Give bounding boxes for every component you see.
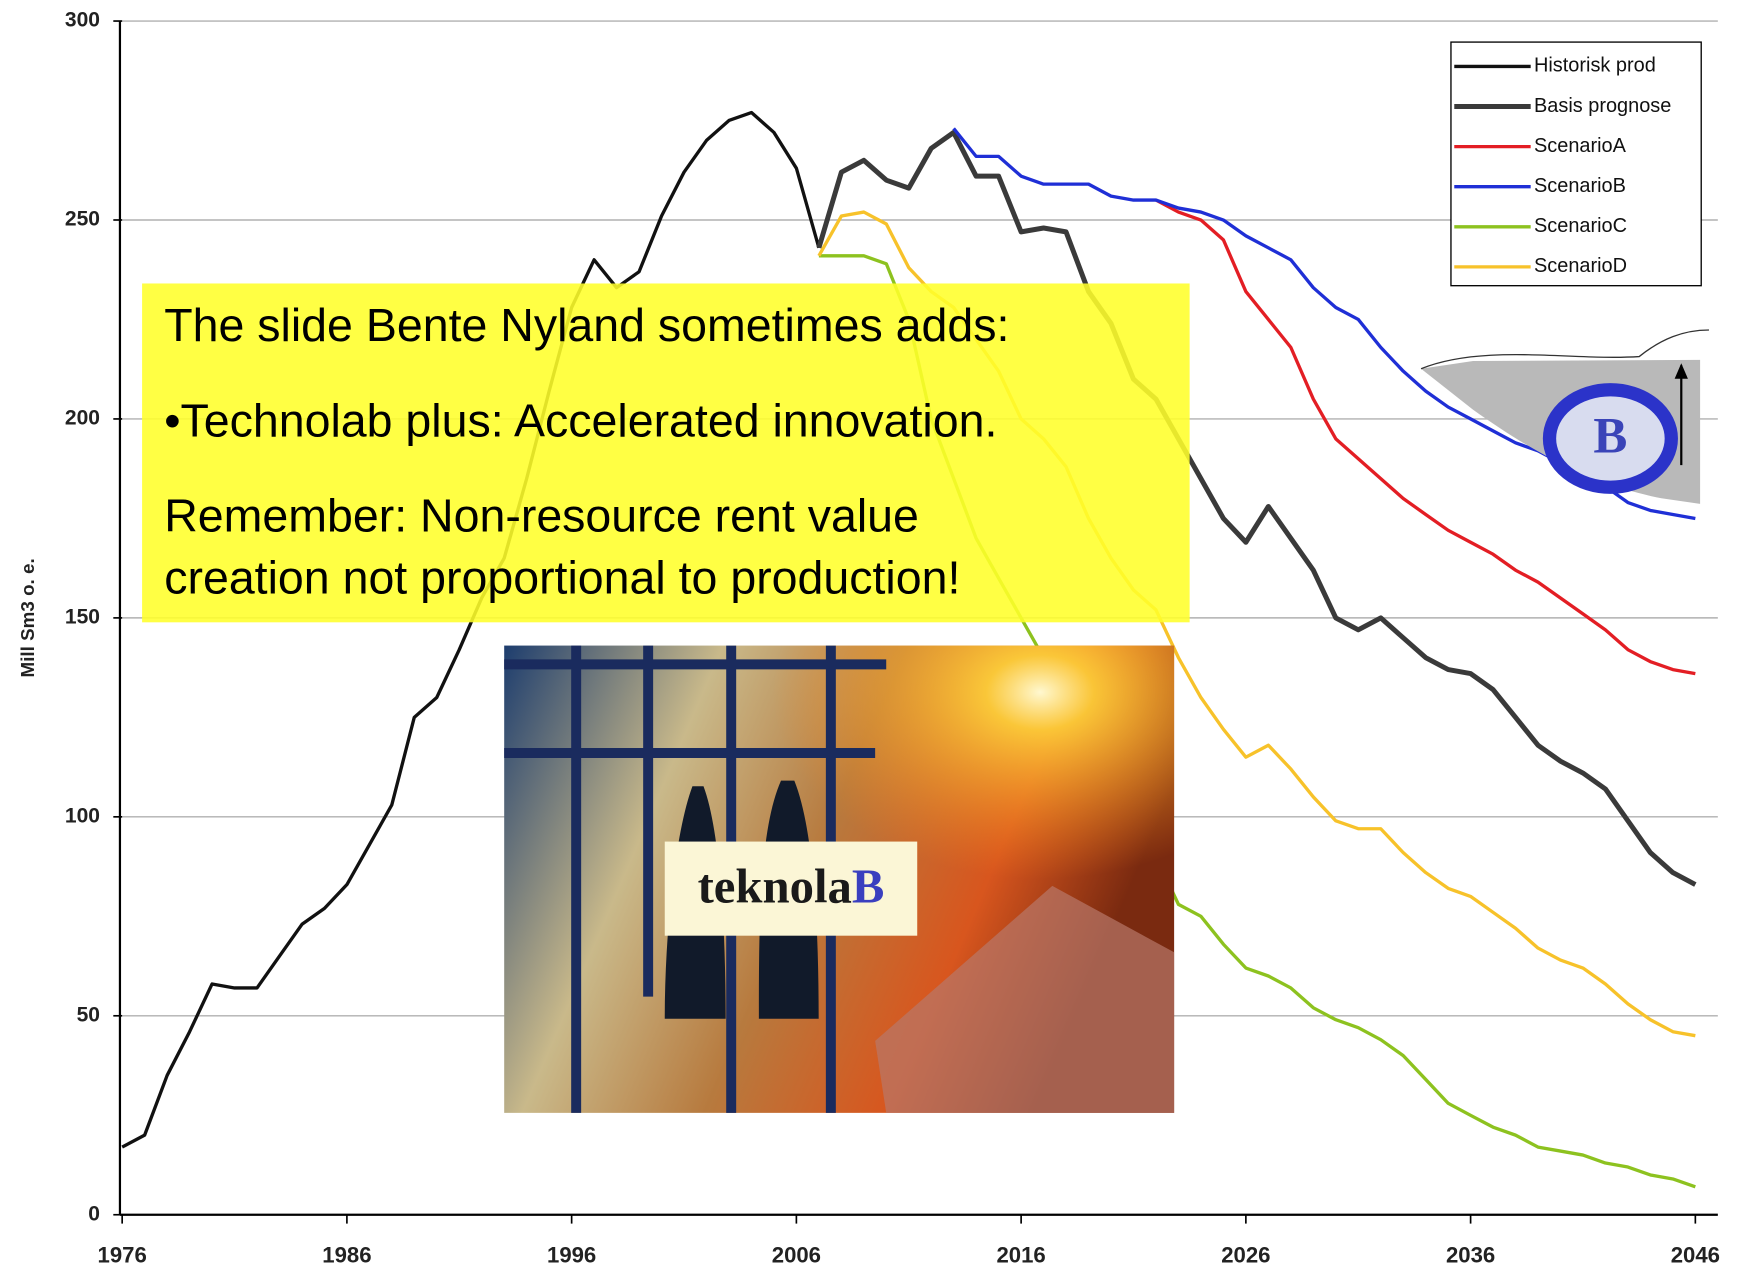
svg-text:teknolaB: teknolaB — [698, 860, 885, 914]
y-tick-label: 0 — [88, 1202, 100, 1225]
legend-label: Basis prognose — [1534, 95, 1671, 117]
x-tick-label: 1976 — [98, 1243, 147, 1268]
note-line: creation not proportional to production! — [164, 552, 960, 604]
y-tick-label: 300 — [65, 9, 100, 32]
legend-box — [1450, 41, 1702, 287]
x-tick-label: 2046 — [1671, 1243, 1720, 1268]
series-line — [121, 110, 821, 1149]
y-tick-label: 200 — [65, 407, 100, 430]
photo: teknolaB — [504, 645, 1175, 1113]
y-tick-label: 50 — [77, 1003, 100, 1026]
x-tick-label: 2016 — [997, 1243, 1046, 1268]
note-line: Remember: Non-resource rent value — [164, 490, 919, 542]
legend-label: Historisk prod — [1534, 55, 1656, 77]
x-tick-label: 2026 — [1221, 1243, 1270, 1268]
x-tick-label: 1986 — [322, 1243, 371, 1268]
y-tick-label: 150 — [65, 605, 100, 628]
legend-label: ScenarioB — [1534, 175, 1626, 197]
legend-label: ScenarioC — [1534, 215, 1627, 237]
logo-text: B — [1593, 408, 1627, 464]
series-line — [1155, 198, 1696, 676]
note-bullet: •Technolab plus: Accelerated innovation. — [164, 394, 997, 446]
caption-text: teknola — [698, 860, 852, 914]
legend-label: ScenarioA — [1534, 135, 1627, 157]
y-axis-label: Mill Sm3 o. e. — [17, 558, 38, 677]
series-line — [816, 129, 1697, 887]
caption-text: B — [852, 860, 885, 914]
x-tick-label: 1996 — [547, 1243, 596, 1268]
legend-label: ScenarioD — [1534, 255, 1627, 277]
note-box — [142, 283, 1190, 623]
x-tick-label: 2006 — [772, 1243, 821, 1268]
x-tick-label: 2036 — [1446, 1243, 1495, 1268]
y-tick-label: 250 — [65, 208, 100, 231]
logo: B — [1420, 329, 1709, 504]
note-heading: The slide Bente Nyland sometimes adds: — [164, 299, 1009, 351]
y-tick-label: 100 — [65, 804, 100, 827]
